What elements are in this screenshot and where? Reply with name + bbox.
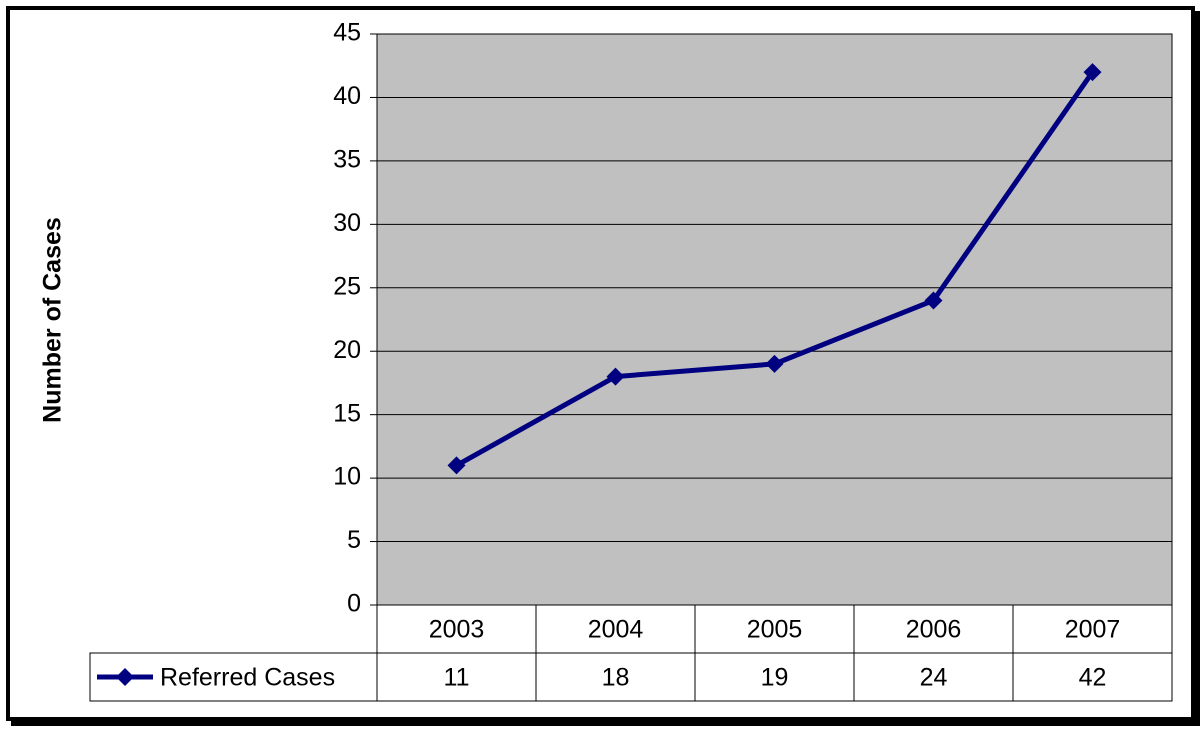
gridlines [377,33,1172,543]
data-point [924,291,943,310]
y-tick-label: 10 [333,463,361,491]
y-tick-label: 40 [333,82,361,110]
values-row [89,652,1173,702]
x-category-label: 2007 [1065,616,1121,644]
data-table: 2003 2004 2005 2006 2007 11 18 19 24 42 Referred C… [89,604,1173,702]
y-tick-label: 15 [333,399,361,427]
y-axis-label: Number of Cases [39,217,67,423]
data-point [765,354,784,373]
y-tick-label: 20 [333,336,361,364]
data-point [606,367,625,386]
y-tick-label: 5 [347,526,361,554]
data-value-label: 24 [920,664,948,692]
y-tick-label: 35 [333,145,361,173]
y-tick-label: 25 [333,272,361,300]
x-category-label: 2005 [747,616,803,644]
x-category-label: 2006 [906,616,962,644]
data-value-label: 18 [602,664,630,692]
data-point [447,456,466,475]
x-category-label: 2003 [429,616,485,644]
plot-area [376,33,1173,606]
legend-marker [116,668,134,686]
y-axis-ticks: 0 5 10 15 20 25 30 35 40 45 [333,19,377,618]
series-referred-cases [447,63,1102,475]
data-value-label: 42 [1079,664,1107,692]
legend-label: Referred Cases [160,664,335,692]
data-value-label: 11 [444,664,470,692]
y-tick-label: 30 [333,209,361,237]
data-value-label: 19 [761,664,789,692]
y-tick-label: 45 [333,19,361,47]
data-point [1083,63,1102,82]
y-tick-label: 0 [347,590,361,618]
x-category-label: 2004 [588,616,644,644]
